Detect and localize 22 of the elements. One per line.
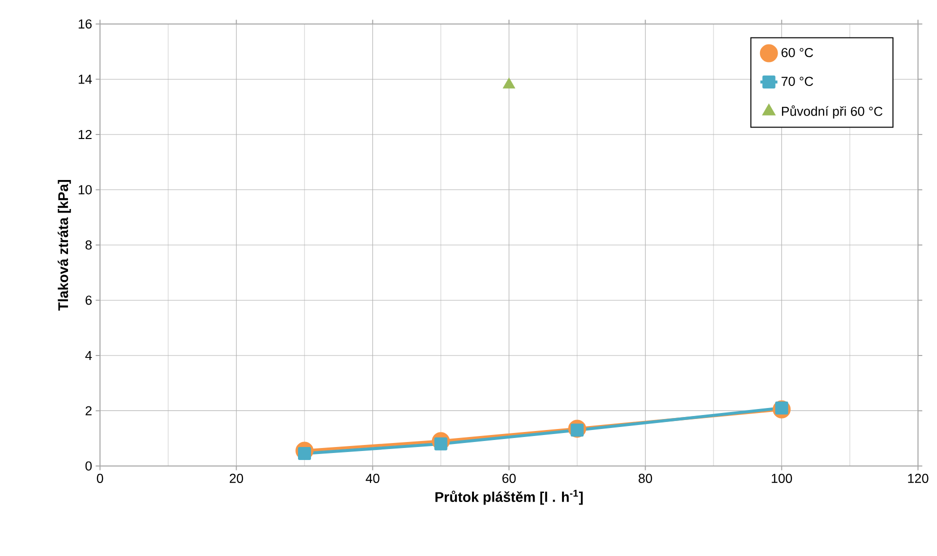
legend-label: 60 °C xyxy=(782,48,814,58)
legend-label: Původní při 60 °C xyxy=(782,105,882,119)
y-axis-title: Tlaková ztráta [kPa] xyxy=(58,180,71,311)
x-tick-label: 80 xyxy=(638,474,652,483)
x-tick-label: 100 xyxy=(772,474,792,483)
y-tick-label: 2 xyxy=(86,406,92,416)
y-tick-label: 4 xyxy=(85,351,92,360)
y-tick-label: 8 xyxy=(86,240,92,250)
x-tick-label: 120 xyxy=(908,474,928,483)
y-tick-label: 10 xyxy=(78,185,92,194)
y-tick-label: 0 xyxy=(85,461,92,471)
x-tick-label: 20 xyxy=(230,474,244,483)
x-tick-label: 60 xyxy=(502,474,516,483)
y-tick-label: 16 xyxy=(78,19,92,29)
legend-label: 70 °C xyxy=(782,76,814,86)
y-tick-label: 14 xyxy=(78,74,92,84)
y-tick-label: 12 xyxy=(78,130,92,140)
y-tick-label: 6 xyxy=(86,296,92,305)
x-tick-label: 0 xyxy=(96,474,104,483)
point xyxy=(502,78,516,88)
x-tick-label: 40 xyxy=(366,474,380,483)
x-axis-title: Průtok pláštěm [l . h$^{-1}$] xyxy=(435,490,583,505)
